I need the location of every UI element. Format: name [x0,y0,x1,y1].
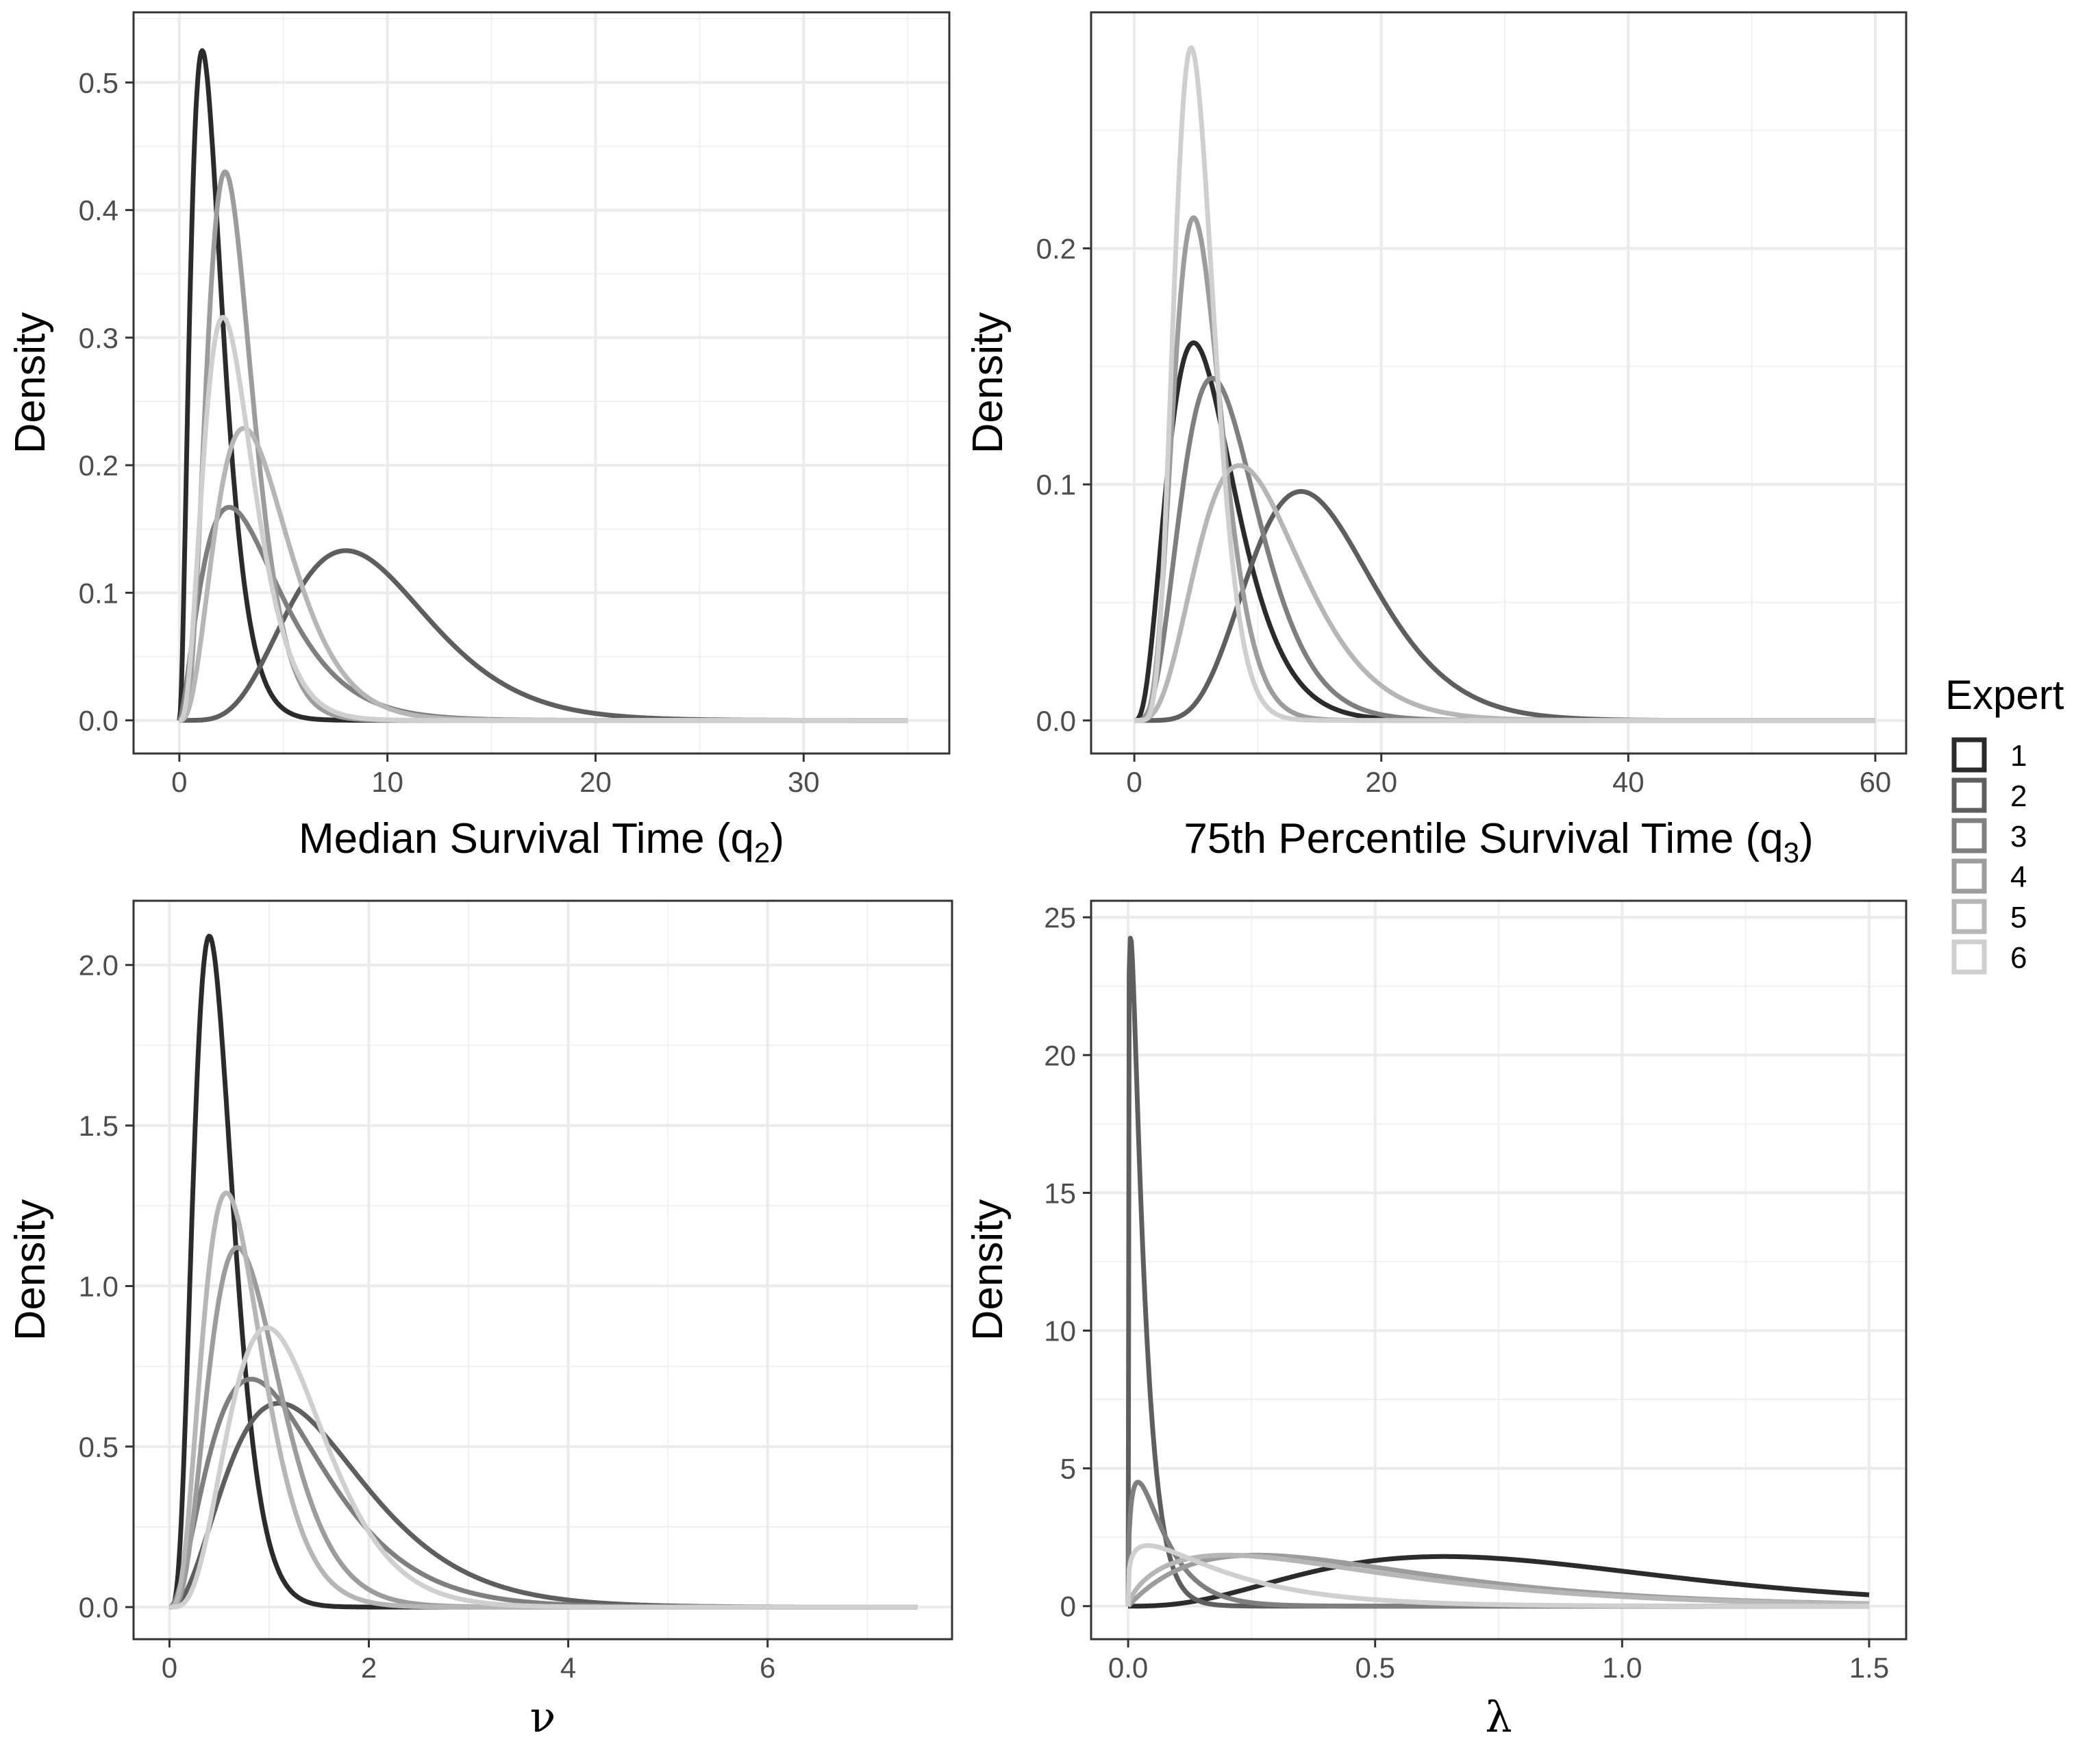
y-tick-label: 1.5 [79,1110,118,1142]
legend-key-expert-4 [1951,858,1987,894]
panel-background [134,901,952,1639]
x-axis-title: Median Survival Time (q2) [299,815,784,869]
legend: Expert 1 2 3 4 5 6 [1945,672,2064,975]
y-tick-label: 0.3 [79,322,118,354]
legend-key-expert-6 [1951,939,1987,975]
series-group [177,48,910,723]
y-tick-label: 0.2 [79,449,118,482]
series-line-expert-6 [1133,45,1877,723]
x-tick-label: 1.0 [1602,1652,1642,1684]
y-tick-label: 0.1 [1036,469,1076,501]
panel-top-right: 0 20 40 60 0.0 0.1 0.2 Density 75th Percentile S… [964,11,1908,869]
y-tick-label: 25 [1044,901,1076,934]
series-line-expert-6 [168,1325,918,1610]
y-tick-label: 0.1 [79,577,118,609]
panel-border [1090,899,1908,1641]
x-tick-label: 1.5 [1849,1652,1889,1684]
y-tick-label: 10 [1044,1315,1076,1347]
y-tick-label: 0 [1060,1591,1076,1623]
legend-key-expert-2 [1951,777,1987,813]
series-line-expert-1 [1127,1554,1871,1609]
x-tick-label: 40 [1612,766,1645,798]
panel-background [134,12,949,753]
y-tick-label: 0.4 [79,195,118,227]
y-tick-label: 2.0 [79,949,118,982]
series-line-expert-6 [177,314,910,723]
legend-label: 4 [2010,860,2027,894]
series-group [168,934,918,1610]
legend-key-expert-3 [1951,818,1987,854]
x-tick-label: 0.0 [1108,1652,1148,1684]
legend-label: 5 [2010,901,2027,934]
legend-title: Expert [1945,672,2064,718]
panel-border [132,11,951,755]
y-tick-label: 0.0 [79,705,118,737]
x-tick-label: 10 [371,766,403,798]
x-tick-label: 6 [760,1652,775,1684]
y-axis-title: Density [7,1199,54,1341]
y-axis-title: Density [964,312,1012,454]
y-tick-label: 0.0 [79,1591,118,1623]
y-axis-title: Density [7,312,54,454]
series-line-expert-5 [1125,1552,1871,1607]
x-tick-label: 30 [788,766,820,798]
legend-key-expert-1 [1951,737,1987,773]
panel-bottom-right: 0.0 0.5 1.0 1.5 0 5 10 15 20 25 Density λ [964,899,1908,1742]
x-tick-label: 0.5 [1355,1652,1395,1684]
series-group [1133,45,1877,723]
x-axis-title: λ [1485,1692,1512,1742]
legend-label: 6 [2010,941,2027,975]
y-axis-title: Density [964,1199,1012,1341]
panel-border [1090,11,1908,755]
x-tick-label: 0 [162,1652,177,1684]
x-axis-title: 75th Percentile Survival Time (q3) [1184,815,1813,869]
series-line-expert-6 [1125,1543,1871,1609]
x-tick-label: 20 [579,766,612,798]
x-tick-label: 2 [361,1652,377,1684]
legend-label: 2 [2010,780,2027,813]
x-tick-label: 60 [1860,766,1892,798]
panel-border [132,899,953,1641]
x-tick-label: 0 [1126,766,1142,798]
y-tick-label: 0.0 [1036,705,1076,737]
panel-bottom-left: 0 2 4 6 0.0 0.5 1.0 1.5 2.0 Density ν [7,899,953,1742]
series-group [1125,936,1871,1609]
y-tick-label: 5 [1060,1453,1076,1485]
legend-label: 3 [2010,820,2027,854]
x-axis-title: ν [530,1692,556,1742]
panel-top-left: 0 10 20 30 0.0 0.1 0.2 0.3 0.4 0.5 Density Median S… [7,11,951,869]
y-tick-label: 0.2 [1036,233,1076,265]
x-tick-label: 20 [1365,766,1397,798]
legend-key-expert-5 [1951,899,1987,934]
x-tick-label: 4 [560,1652,576,1684]
y-tick-label: 20 [1044,1039,1076,1071]
y-tick-label: 0.5 [79,66,118,99]
y-tick-label: 0.5 [79,1431,118,1463]
legend-label: 1 [2010,739,2027,773]
x-tick-label: 0 [171,766,187,798]
y-tick-label: 15 [1044,1177,1076,1209]
y-tick-label: 1.0 [79,1270,118,1302]
